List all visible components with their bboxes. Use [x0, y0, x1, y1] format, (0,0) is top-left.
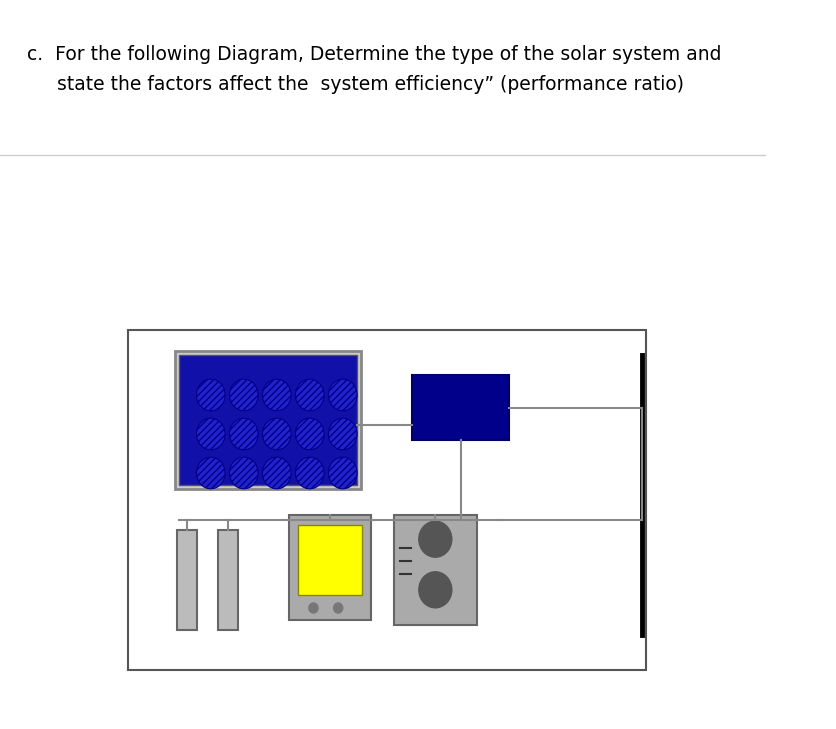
Ellipse shape [229, 379, 258, 411]
Bar [175, 351, 361, 489]
Ellipse shape [329, 457, 357, 489]
Circle shape [308, 603, 318, 613]
Ellipse shape [329, 379, 357, 411]
Text: c.  For the following Diagram, Determine the type of the solar system and: c. For the following Diagram, Determine … [28, 45, 722, 64]
Text: state the factors affect the  system efficiency” (performance ratio): state the factors affect the system effi… [28, 75, 685, 94]
Circle shape [419, 572, 451, 608]
Ellipse shape [263, 457, 291, 489]
Bar [288, 515, 371, 620]
Bar [394, 515, 477, 625]
Bar [218, 530, 238, 630]
Ellipse shape [229, 457, 258, 489]
Ellipse shape [229, 418, 258, 450]
Ellipse shape [196, 418, 225, 450]
Ellipse shape [295, 379, 324, 411]
Circle shape [419, 521, 451, 557]
Ellipse shape [196, 457, 225, 489]
Bar [177, 530, 197, 630]
Circle shape [334, 603, 343, 613]
Ellipse shape [329, 418, 357, 450]
Ellipse shape [196, 379, 225, 411]
Bar [298, 525, 362, 595]
Bar [412, 375, 508, 440]
Ellipse shape [263, 418, 291, 450]
Bar [128, 330, 646, 670]
Ellipse shape [295, 418, 324, 450]
Ellipse shape [295, 457, 324, 489]
Ellipse shape [263, 379, 291, 411]
Bar [179, 355, 358, 485]
